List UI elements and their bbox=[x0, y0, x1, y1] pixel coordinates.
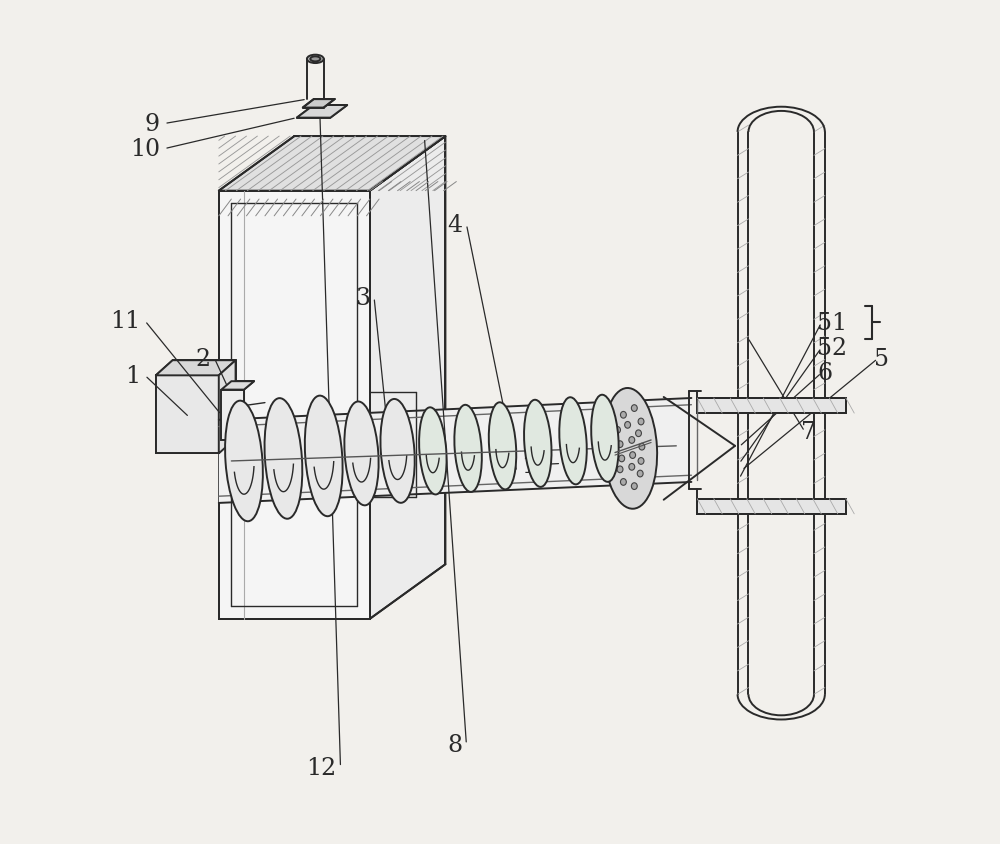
Text: 7: 7 bbox=[801, 420, 816, 444]
Ellipse shape bbox=[305, 396, 343, 517]
Ellipse shape bbox=[419, 408, 447, 495]
Ellipse shape bbox=[225, 401, 263, 522]
Ellipse shape bbox=[631, 484, 637, 490]
Ellipse shape bbox=[638, 458, 644, 465]
Text: 52: 52 bbox=[817, 337, 847, 360]
Text: 2: 2 bbox=[195, 348, 210, 371]
Text: 6: 6 bbox=[817, 362, 832, 385]
Text: 51: 51 bbox=[817, 311, 847, 334]
Ellipse shape bbox=[637, 471, 643, 478]
Polygon shape bbox=[219, 137, 445, 192]
Ellipse shape bbox=[265, 398, 302, 519]
Ellipse shape bbox=[307, 56, 324, 64]
Ellipse shape bbox=[630, 452, 636, 459]
Ellipse shape bbox=[344, 402, 379, 506]
Polygon shape bbox=[697, 499, 846, 514]
Polygon shape bbox=[219, 398, 691, 503]
Ellipse shape bbox=[559, 398, 587, 484]
Ellipse shape bbox=[310, 57, 320, 62]
Text: 4: 4 bbox=[447, 214, 462, 236]
Polygon shape bbox=[221, 390, 244, 441]
Ellipse shape bbox=[380, 399, 415, 503]
Ellipse shape bbox=[617, 467, 623, 473]
Polygon shape bbox=[156, 360, 236, 376]
Ellipse shape bbox=[454, 405, 482, 492]
Text: 13: 13 bbox=[521, 454, 551, 477]
Ellipse shape bbox=[603, 388, 657, 509]
Polygon shape bbox=[156, 376, 219, 454]
Polygon shape bbox=[219, 192, 370, 619]
Ellipse shape bbox=[591, 395, 619, 482]
Text: 10: 10 bbox=[130, 138, 160, 161]
Text: 11: 11 bbox=[110, 310, 141, 333]
Ellipse shape bbox=[638, 419, 644, 425]
Ellipse shape bbox=[636, 430, 641, 437]
Ellipse shape bbox=[631, 405, 637, 412]
Polygon shape bbox=[297, 106, 347, 118]
Text: 12: 12 bbox=[306, 756, 336, 779]
Ellipse shape bbox=[629, 464, 635, 471]
Polygon shape bbox=[221, 381, 254, 390]
Ellipse shape bbox=[619, 456, 625, 463]
Polygon shape bbox=[219, 360, 236, 454]
Polygon shape bbox=[303, 100, 335, 108]
Polygon shape bbox=[370, 137, 445, 619]
Text: 8: 8 bbox=[447, 733, 462, 756]
Ellipse shape bbox=[615, 427, 620, 434]
Ellipse shape bbox=[639, 444, 645, 451]
Ellipse shape bbox=[617, 441, 623, 448]
Ellipse shape bbox=[524, 400, 552, 487]
Text: 1: 1 bbox=[126, 365, 141, 387]
Text: 9: 9 bbox=[145, 113, 160, 136]
Ellipse shape bbox=[629, 437, 635, 444]
Ellipse shape bbox=[489, 403, 516, 490]
Ellipse shape bbox=[620, 412, 626, 419]
Ellipse shape bbox=[620, 479, 626, 486]
Polygon shape bbox=[697, 398, 846, 414]
Text: 5: 5 bbox=[874, 348, 889, 371]
Text: 3: 3 bbox=[355, 286, 370, 310]
Ellipse shape bbox=[625, 422, 631, 429]
